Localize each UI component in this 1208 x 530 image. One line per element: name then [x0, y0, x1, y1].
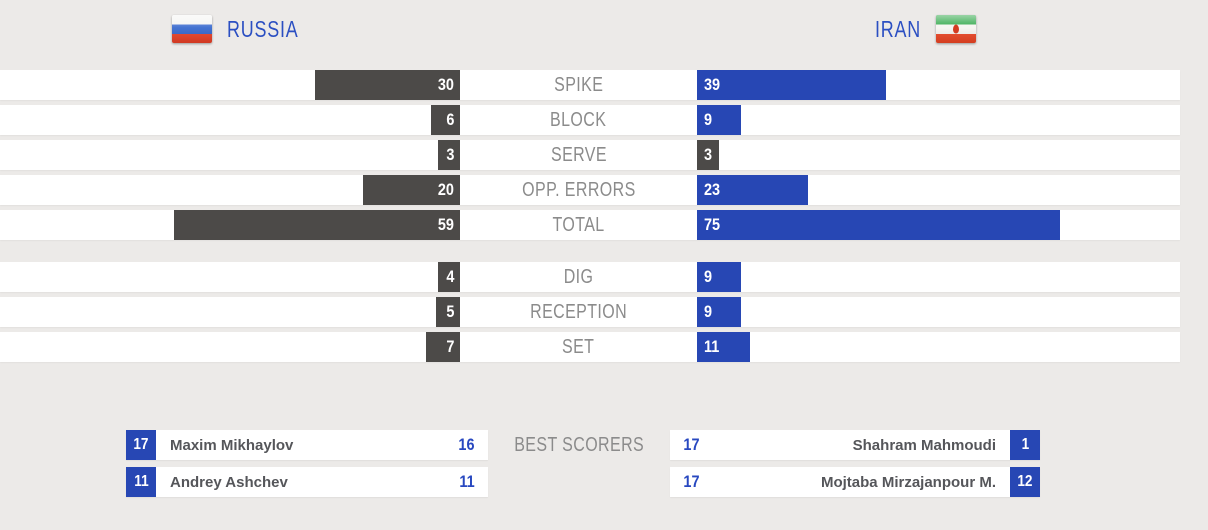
- left-stat-value: 20: [437, 180, 454, 199]
- left-stat-value: 4: [445, 267, 454, 286]
- stats-comparison: 30 SPIKE 39 6 BLOCK 9 3 SERVE 3 20 OPP. …: [0, 70, 1180, 367]
- stat-label: SET: [562, 335, 595, 358]
- stat-row-opp-errors: 20 OPP. ERRORS 23: [0, 175, 1180, 205]
- right-stat-value: 9: [704, 110, 713, 129]
- scorer-name: Shahram Mahmoudi: [852, 436, 996, 454]
- scorer-points: 17: [670, 472, 701, 492]
- jersey-number-badge: 1: [1010, 430, 1040, 460]
- team-header-russia: RUSSIA: [172, 15, 319, 43]
- jersey-number: 11: [133, 473, 149, 490]
- scorer-points-value: 16: [458, 435, 475, 454]
- right-stat-bar: 23: [697, 175, 809, 205]
- team-header-iran: IRAN: [862, 15, 976, 43]
- left-stat-value: 30: [437, 75, 454, 94]
- left-stat-bar: 4: [438, 262, 460, 292]
- best-scorers-label: BEST SCORERS: [514, 433, 644, 456]
- left-stat-value: 59: [437, 215, 454, 234]
- right-stat-bar: 75: [697, 210, 1060, 240]
- right-stat-value: 39: [704, 75, 721, 94]
- best-scorers-iran: 17 Shahram Mahmoudi 1 17 Mojtaba Mirzaja…: [670, 430, 1040, 504]
- scorer-row: 17 Mojtaba Mirzajanpour M. 12: [670, 467, 1040, 497]
- scorer-points-value: 17: [683, 435, 700, 454]
- left-stat-bar: 30: [314, 70, 460, 100]
- russia-flag-icon: [172, 15, 212, 43]
- right-stat-value: 9: [704, 267, 713, 286]
- jersey-number: 1: [1021, 436, 1029, 453]
- stat-label: OPP. ERRORS: [521, 178, 636, 201]
- left-stat-bar: 7: [426, 332, 460, 362]
- right-stat-value: 23: [704, 180, 721, 199]
- stat-label: RECEPTION: [530, 300, 627, 323]
- iran-flag-icon: [936, 15, 976, 43]
- jersey-number: 17: [133, 436, 149, 453]
- right-stat-value: 75: [704, 215, 721, 234]
- stat-row-serve: 3 SERVE 3: [0, 140, 1180, 170]
- jersey-number-badge: 17: [126, 430, 156, 460]
- right-stat-bar: 9: [697, 105, 741, 135]
- left-stat-value: 3: [445, 145, 454, 164]
- scorer-name: Andrey Ashchev: [170, 473, 288, 491]
- stat-row-total: 59 TOTAL 75: [0, 210, 1180, 240]
- left-stat-bar: 59: [174, 210, 460, 240]
- left-stat-bar: 3: [438, 140, 460, 170]
- stat-label: SPIKE: [553, 73, 604, 96]
- left-stat-bar: 5: [435, 297, 460, 327]
- scorer-points: 11: [458, 472, 488, 492]
- stat-row-dig: 4 DIG 9: [0, 262, 1180, 292]
- jersey-number-badge: 11: [126, 467, 156, 497]
- right-stat-value: 11: [704, 337, 720, 356]
- right-stat-value: 3: [704, 145, 713, 164]
- right-stat-bar: 3: [697, 140, 719, 170]
- scorer-name: Mojtaba Mirzajanpour M.: [820, 473, 996, 491]
- stat-label: BLOCK: [550, 108, 607, 131]
- jersey-number-badge: 12: [1010, 467, 1040, 497]
- best-scorers-russia: 17 Maxim Mikhaylov 16 11 Andrey Ashchev …: [126, 430, 488, 504]
- right-stat-value: 9: [704, 302, 713, 321]
- team-name-left: RUSSIA: [227, 15, 299, 42]
- left-stat-value: 5: [445, 302, 454, 321]
- left-stat-bar: 20: [363, 175, 460, 205]
- left-stat-value: 7: [445, 337, 454, 356]
- scorer-row: 17 Maxim Mikhaylov 16: [126, 430, 488, 460]
- flag-gloss: [172, 15, 212, 43]
- right-stat-bar: 39: [697, 70, 886, 100]
- best-scorers-label-wrap: BEST SCORERS: [488, 430, 670, 460]
- scorer-name: Maxim Mikhaylov: [170, 436, 294, 454]
- stat-row-set: 7 SET 11: [0, 332, 1180, 362]
- stat-label: TOTAL: [552, 213, 605, 236]
- right-stat-bar: 9: [697, 297, 741, 327]
- stat-row-spike: 30 SPIKE 39: [0, 70, 1180, 100]
- best-scorers-section: 17 Maxim Mikhaylov 16 11 Andrey Ashchev …: [0, 430, 1208, 530]
- scorer-row: 11 Andrey Ashchev 11: [126, 467, 488, 497]
- scorer-points-value: 17: [683, 472, 700, 491]
- scorer-row: 17 Shahram Mahmoudi 1: [670, 430, 1040, 460]
- right-stat-bar: 9: [697, 262, 741, 292]
- stat-label: DIG: [563, 265, 594, 288]
- right-stat-bar: 11: [697, 332, 751, 362]
- scorer-points-value: 11: [459, 472, 475, 491]
- team-name-right: IRAN: [875, 15, 921, 42]
- stat-row-reception: 5 RECEPTION 9: [0, 297, 1180, 327]
- left-stat-value: 6: [445, 110, 454, 129]
- left-stat-bar: 6: [430, 105, 460, 135]
- jersey-number: 12: [1017, 473, 1033, 490]
- scorer-points: 17: [670, 435, 701, 455]
- scorer-points: 16: [457, 435, 488, 455]
- stat-row-block: 6 BLOCK 9: [0, 105, 1180, 135]
- stat-label: SERVE: [550, 143, 607, 166]
- iran-emblem-icon: [953, 24, 959, 34]
